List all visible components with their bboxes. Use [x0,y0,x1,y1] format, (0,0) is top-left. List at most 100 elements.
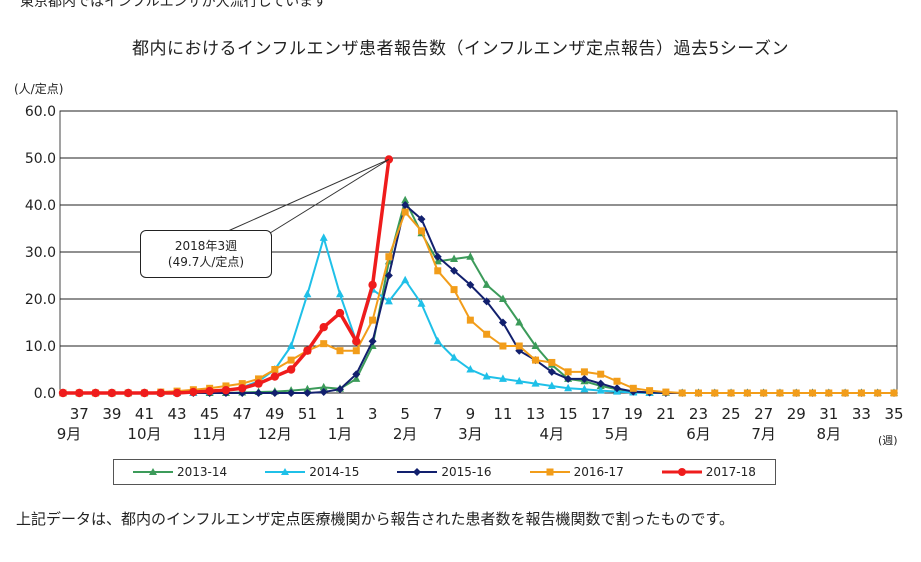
legend-item: 2014-15 [265,465,359,479]
legend-item: 2013-14 [133,465,227,479]
data-point-2013-14 [498,294,507,302]
data-point-2015-16 [319,388,328,397]
data-point-2015-16 [466,280,475,289]
x-tick-label: 25 [722,405,741,423]
x-tick-label: 43 [168,405,187,423]
data-point-2017-18 [368,280,377,290]
data-point-2016-17 [466,316,474,324]
data-point-2014-15 [450,353,459,361]
data-point-2016-17 [255,375,263,383]
chart-canvas: 0.010.020.030.040.050.060.037 39 41 43 45 47 4… [25,104,904,443]
data-point-2014-15 [384,296,393,305]
data-point-2017-18 [352,337,361,346]
data-point-2015-16 [401,201,410,209]
data-point-2013-14 [401,195,410,204]
x-tick-label: 3 [368,405,378,423]
data-point-2015-16 [613,384,621,393]
data-point-2017-18 [91,388,100,398]
x-tick-label: 51 [298,405,317,423]
data-point-2016-17 [434,267,442,275]
data-point-2015-16 [254,389,263,397]
x-tick-label: 21 [656,405,675,423]
month-label: 8月 [817,425,842,443]
data-point-2016-17 [320,340,328,348]
data-point-2016-17 [629,384,637,392]
data-point-2017-18 [189,387,198,397]
data-point-2016-17 [548,358,556,366]
data-point-2016-17 [874,389,882,397]
data-point-2014-15 [564,383,573,392]
month-label: 5月 [605,425,630,443]
legend-swatch [265,468,306,475]
data-point-2013-14 [319,382,328,391]
data-point-2014-15 [482,372,491,380]
data-point-2014-15 [287,341,296,349]
legend-item: 2016-17 [529,465,624,479]
legend-label: 2015-16 [441,465,492,479]
x-tick-label: 17 [591,405,610,423]
data-point-2017-18 [205,386,214,396]
data-point-2014-15 [401,275,410,284]
x-tick-label: 27 [754,405,773,423]
data-point-2015-16 [580,374,589,383]
data-point-2016-17 [727,389,735,397]
x-tick-label: 47 [233,405,252,423]
x-tick-label: 5 [400,405,410,423]
data-point-2014-15 [433,336,442,345]
legend-item: 2017-18 [661,465,756,479]
data-point-2017-18 [303,346,312,355]
data-point-2017-18 [172,388,182,398]
data-point-2017-18 [286,365,296,374]
x-tick-label: 7 [433,405,443,423]
chart-title: 都内におけるインフルエンザ患者報告数（インフルエンザ定点報告）過去5シーズン [132,39,789,59]
data-point-2014-15 [417,299,426,307]
month-label: 12月 [258,425,292,443]
data-point-2016-17 [271,366,279,373]
y-tick-label: 30.0 [25,245,56,261]
month-label: 1月 [328,425,353,443]
data-point-2017-18 [335,308,345,318]
data-point-2016-17 [499,342,507,350]
y-tick-label: 10.0 [25,339,56,355]
data-point-2014-15 [580,384,589,393]
data-point-2017-18 [238,384,247,393]
series-line-2016-17 [63,210,894,394]
data-point-2013-14 [531,341,540,349]
data-point-2017-18 [254,379,263,388]
x-tick-label: 9 [466,405,476,423]
top-clipped-text: 東京都内ではインフルエンザが大流行しています [20,0,328,10]
data-point-2015-16 [303,389,312,397]
data-point-2016-17 [287,356,295,364]
x-tick-label: 39 [102,405,121,423]
y-tick-label: 0.0 [34,386,56,402]
x-tick-label: 31 [819,405,838,423]
data-point-2016-17 [238,380,246,388]
data-point-2016-17 [841,389,849,397]
data-point-2014-15 [531,379,540,387]
data-point-2014-15 [515,376,524,385]
y-tick-label: 40.0 [25,198,56,214]
x-axis-unit: (週) [878,434,898,447]
data-point-2013-14 [482,280,491,288]
data-point-2017-18 [156,388,165,398]
data-point-2016-17 [890,389,898,397]
y-axis-unit: (人/定点) [14,82,64,96]
data-point-2015-16 [352,370,361,379]
annotation-leader [227,158,390,232]
month-label: 4月 [540,425,565,443]
annotation-line1: 2018年3週 [174,239,238,253]
x-tick-label: 35 [884,405,903,423]
month-label: 2月 [393,425,418,443]
data-point-2013-14 [515,318,524,326]
data-point-2016-17 [809,389,817,397]
legend-swatch [661,468,702,476]
data-point-2016-17 [792,389,800,397]
y-tick-label: 20.0 [25,292,56,308]
data-point-2016-17 [825,389,833,397]
data-point-2016-17 [564,368,572,376]
data-point-2015-16 [450,266,459,275]
data-point-2017-18 [107,388,117,398]
month-label: 11月 [193,425,227,443]
data-point-2016-17 [352,347,360,355]
legend-item: 2015-16 [397,465,492,479]
